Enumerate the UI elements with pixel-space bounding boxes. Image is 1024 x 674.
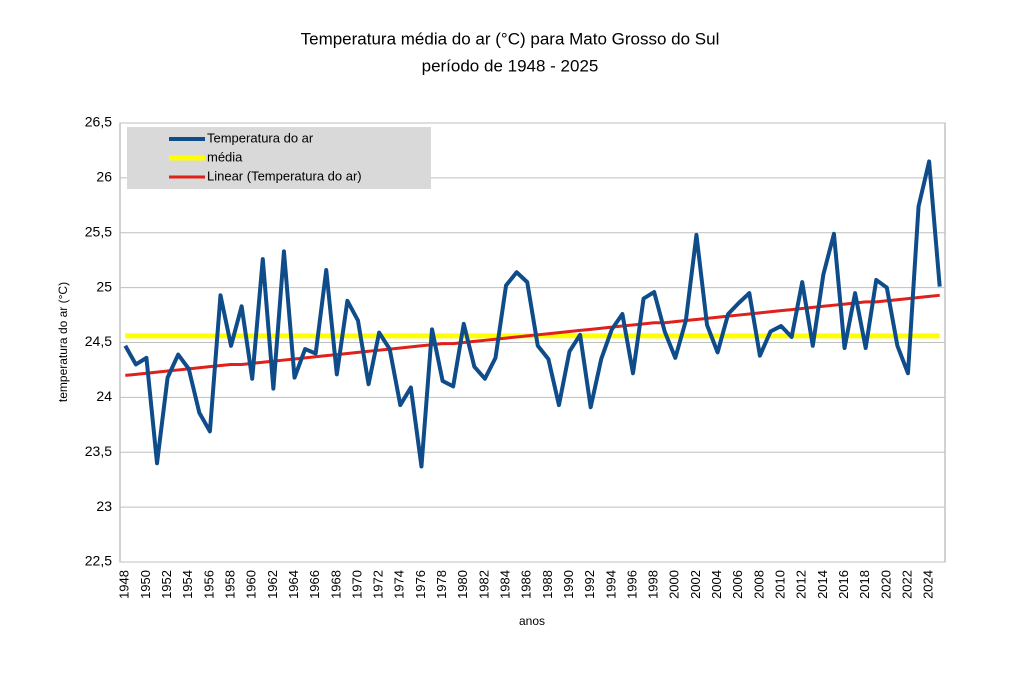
x-tick-label: 1950 xyxy=(138,570,153,599)
x-tick-label: 1990 xyxy=(561,570,576,599)
x-tick-label: 1962 xyxy=(265,570,280,599)
y-tick-label: 24 xyxy=(96,388,112,404)
x-tick-label: 1966 xyxy=(307,570,322,599)
x-tick-label: 2002 xyxy=(688,570,703,599)
x-tick-label: 2016 xyxy=(836,570,851,599)
x-tick-label: 1982 xyxy=(476,570,491,599)
x-tick-label: 1960 xyxy=(244,570,259,599)
x-tick-label: 1952 xyxy=(159,570,174,599)
x-tick-label: 2000 xyxy=(667,570,682,599)
x-tick-label: 2018 xyxy=(857,570,872,599)
x-tick-label: 2008 xyxy=(751,570,766,599)
x-tick-label: 2010 xyxy=(772,570,787,599)
x-tick-label: 1988 xyxy=(540,570,555,599)
x-tick-label: 2022 xyxy=(899,570,914,599)
x-tick-label: 2014 xyxy=(815,570,830,599)
x-tick-label: 1954 xyxy=(180,570,195,599)
y-tick-label: 24,5 xyxy=(85,333,112,349)
legend-label: Temperatura do ar xyxy=(207,130,314,145)
x-tick-label: 2024 xyxy=(921,570,936,599)
x-tick-label: 1996 xyxy=(624,570,639,599)
x-tick-label: 1972 xyxy=(371,570,386,599)
x-tick-label: 1986 xyxy=(519,570,534,599)
x-axis-label: anos xyxy=(519,614,545,628)
x-tick-label: 1976 xyxy=(413,570,428,599)
y-tick-label: 22,5 xyxy=(85,553,112,569)
y-tick-label: 26 xyxy=(96,169,112,185)
legend-label: média xyxy=(207,149,243,164)
x-tick-label: 1992 xyxy=(582,570,597,599)
y-tick-label: 23,5 xyxy=(85,443,112,459)
x-tick-label: 2012 xyxy=(794,570,809,599)
x-tick-label: 1984 xyxy=(497,570,512,599)
x-tick-label: 1978 xyxy=(434,570,449,599)
series-line xyxy=(125,293,940,377)
x-tick-label: 1974 xyxy=(392,570,407,599)
y-tick-label: 26,5 xyxy=(85,114,112,130)
chart-subtitle: período de 1948 - 2025 xyxy=(422,56,599,75)
x-tick-label: 1970 xyxy=(349,570,364,599)
y-tick-label: 23 xyxy=(96,498,112,514)
x-tick-label: 1968 xyxy=(328,570,343,599)
x-tick-label: 1994 xyxy=(603,570,618,599)
x-tick-label: 1980 xyxy=(455,570,470,599)
x-tick-label: 1956 xyxy=(201,570,216,599)
x-tick-label: 2006 xyxy=(730,570,745,599)
x-tick-label: 1948 xyxy=(117,570,132,599)
legend-label: Linear (Temperatura do ar) xyxy=(207,168,362,183)
chart-title: Temperatura média do ar (°C) para Mato G… xyxy=(301,29,720,48)
y-tick-label: 25,5 xyxy=(85,223,112,239)
y-axis-label: temperatura do ar (°C) xyxy=(56,282,70,402)
x-tick-label: 2020 xyxy=(878,570,893,599)
x-tick-label: 2004 xyxy=(709,570,724,599)
x-tick-label: 1964 xyxy=(286,570,301,599)
y-tick-label: 25 xyxy=(96,278,112,294)
x-tick-label: 1958 xyxy=(222,570,237,599)
series-line xyxy=(123,159,942,469)
x-tick-label: 1998 xyxy=(646,570,661,599)
